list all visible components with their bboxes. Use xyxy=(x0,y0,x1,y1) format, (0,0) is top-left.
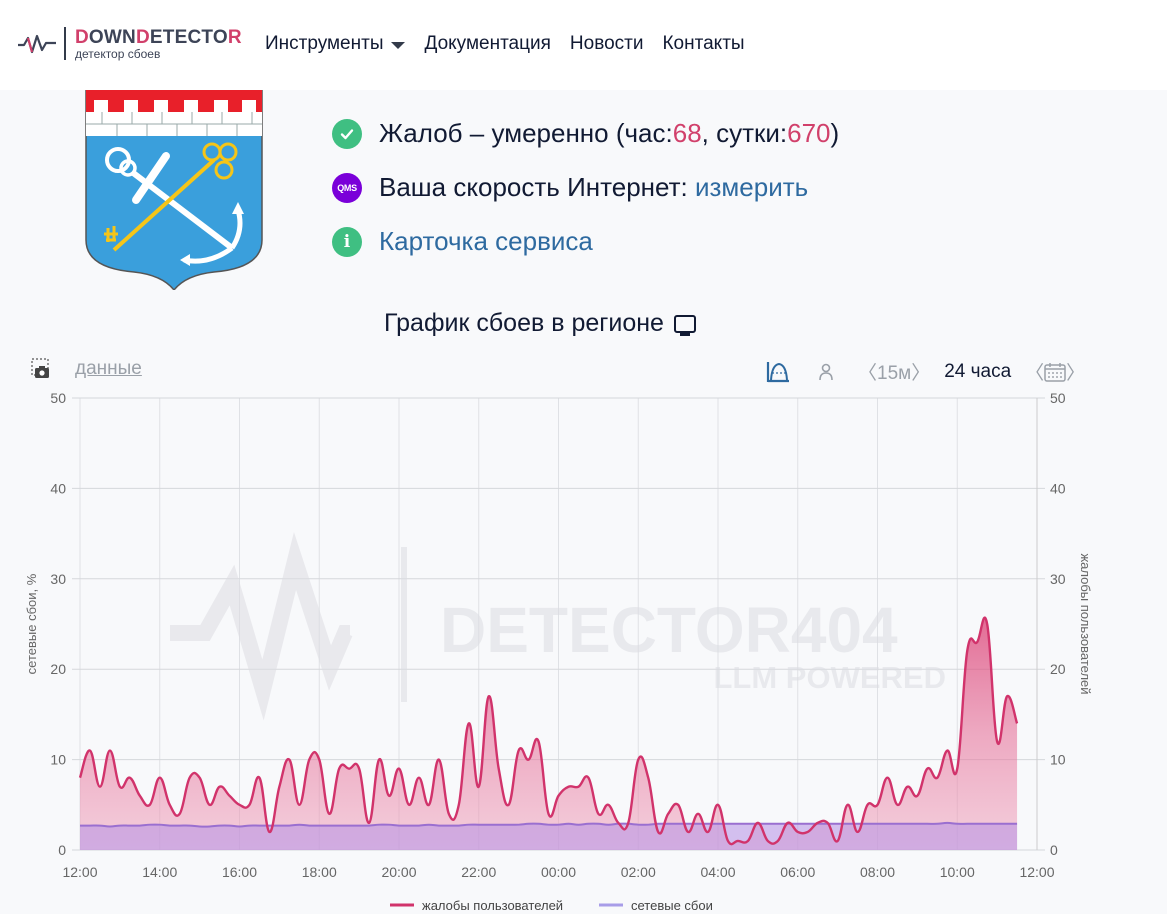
svg-text:02:00: 02:00 xyxy=(621,864,656,880)
svg-text:06:00: 06:00 xyxy=(780,864,815,880)
downdetector-logo[interactable]: DOWNDETECTOR детектор сбоев xyxy=(18,27,248,63)
svg-text:сетевые сбои: сетевые сбои xyxy=(631,898,713,913)
complaints-mid: , сутки: xyxy=(701,118,788,148)
svg-text:0: 0 xyxy=(58,842,66,858)
svg-text:18:00: 18:00 xyxy=(302,864,337,880)
nav-contacts[interactable]: Контакты xyxy=(662,33,745,54)
next-period-button[interactable]: 〉 xyxy=(1066,363,1086,384)
svg-text:08:00: 08:00 xyxy=(860,864,895,880)
prev-period-button[interactable]: 〈 xyxy=(1025,363,1045,384)
svg-text:20: 20 xyxy=(1050,661,1066,677)
watermark: DETECTOR404 LLM POWERED xyxy=(170,532,947,721)
svg-text:10: 10 xyxy=(1050,752,1066,768)
period-selector[interactable]: 24 часа xyxy=(944,360,1012,382)
svg-text:14:00: 14:00 xyxy=(142,864,177,880)
speed-test-row: QMS Ваша скорость Интернет: измерить xyxy=(332,172,808,203)
chart-canvas[interactable]: DETECTOR404 LLM POWERED 0 0 10 10 20 20 30 30 40… xyxy=(0,385,1167,914)
chart-series xyxy=(78,616,1019,850)
complaints-status-row: Жалоб – умеренно (час: 68, сутки: 670) xyxy=(332,118,839,149)
svg-text:10:00: 10:00 xyxy=(940,864,975,880)
measure-speed-link[interactable]: измерить xyxy=(694,172,809,202)
nav-tools[interactable]: Инструменты xyxy=(265,33,406,55)
pulse-logo-icon xyxy=(18,34,56,54)
svg-text:жалобы пользователей: жалобы пользователей xyxy=(422,898,563,913)
svg-text:сетевые сбои, %: сетевые сбои, % xyxy=(24,573,39,674)
region-coat-of-arms xyxy=(85,90,263,290)
svg-text:50: 50 xyxy=(1050,390,1066,406)
complaints-day-count: 670 xyxy=(787,118,831,148)
svg-text:16:00: 16:00 xyxy=(222,864,257,880)
complaints-label: Жалоб – умеренно (час: xyxy=(379,118,673,148)
svg-text:жалобы пользователей: жалобы пользователей xyxy=(1078,553,1093,694)
user-icon[interactable] xyxy=(818,363,834,381)
complaints-hour-count: 68 xyxy=(672,118,702,148)
chart-axes: 0 0 10 10 20 20 30 30 40 40 50 50 12:00 14:00 16:00 18:… xyxy=(24,390,1093,880)
chart-title: График сбоев в регионе xyxy=(384,309,696,338)
complaints-suffix: ) xyxy=(830,118,840,148)
fullscreen-monitor-icon[interactable] xyxy=(673,314,696,336)
nav-tools-label: Инструменты xyxy=(265,33,384,54)
logo-subtitle: детектор сбоев xyxy=(75,47,161,61)
chart-title-text: График сбоев в регионе xyxy=(384,309,664,337)
chart-toolbar-right: 〈15м〉 24 часа 〈 〉 xyxy=(766,358,1085,385)
speed-test-label: Ваша скорость Интернет: xyxy=(379,172,688,202)
screenshot-camera-icon[interactable] xyxy=(31,358,51,380)
svg-text:04:00: 04:00 xyxy=(700,864,735,880)
main-nav: Инструменты Документация Новости Контакт… xyxy=(265,33,745,55)
svg-text:12:00: 12:00 xyxy=(62,864,97,880)
svg-text:00:00: 00:00 xyxy=(541,864,576,880)
svg-text:10: 10 xyxy=(50,752,66,768)
svg-text:22:00: 22:00 xyxy=(461,864,496,880)
qms-icon: QMS xyxy=(332,172,362,203)
svg-text:30: 30 xyxy=(50,571,66,587)
check-circle-icon xyxy=(332,118,362,149)
svg-text:30: 30 xyxy=(1050,571,1066,587)
svg-text:40: 40 xyxy=(1050,480,1066,496)
watermark-title: DETECTOR404 xyxy=(440,594,898,666)
calendar-icon[interactable] xyxy=(1044,362,1066,382)
data-link[interactable]: данные xyxy=(75,358,142,379)
svg-text:0: 0 xyxy=(1050,842,1058,858)
nav-news[interactable]: Новости xyxy=(569,33,644,54)
interval-selector[interactable]: 〈15м〉 xyxy=(858,363,931,384)
svg-text:40: 40 xyxy=(50,480,66,496)
chart-legend[interactable]: жалобы пользователей сетевые сбои xyxy=(390,898,713,913)
service-card-link[interactable]: Карточка сервиса xyxy=(379,226,593,256)
svg-text:50: 50 xyxy=(50,390,66,406)
svg-text:12:00: 12:00 xyxy=(1019,864,1054,880)
logo-divider xyxy=(64,27,66,60)
top-navbar: DOWNDETECTOR детектор сбоев Инструменты … xyxy=(0,0,1167,90)
svg-text:20:00: 20:00 xyxy=(381,864,416,880)
caret-down-icon xyxy=(391,41,406,49)
svg-text:20: 20 xyxy=(50,661,66,677)
outage-chart[interactable]: DETECTOR404 LLM POWERED 0 0 10 10 20 20 30 30 40… xyxy=(0,385,1167,914)
watermark-subtitle: LLM POWERED xyxy=(714,660,947,695)
chart-mode-icon[interactable] xyxy=(766,361,790,383)
logo-title: DOWNDETECTOR xyxy=(75,27,242,48)
info-icon: i xyxy=(332,226,362,257)
service-card-row: i Карточка сервиса xyxy=(332,226,593,257)
nav-documentation[interactable]: Документация xyxy=(424,33,551,54)
chart-toolbar-left: данные xyxy=(31,358,142,380)
